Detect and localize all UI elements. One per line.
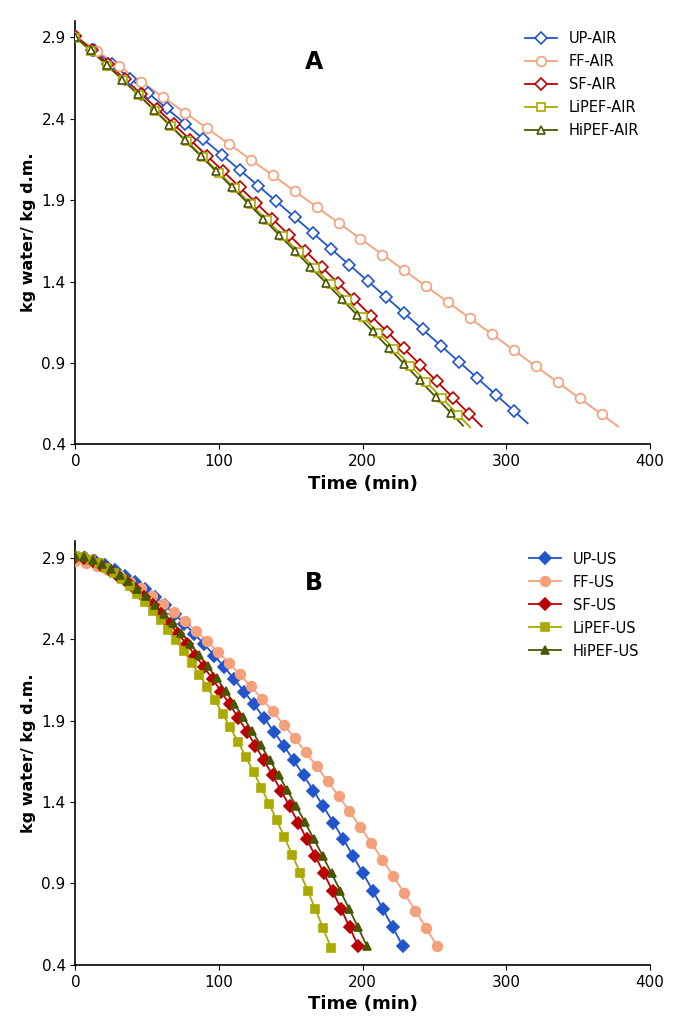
Y-axis label: kg water/ kg d.m.: kg water/ kg d.m. xyxy=(21,153,36,312)
X-axis label: Time (min): Time (min) xyxy=(308,475,417,492)
Legend: UP-US, FF-US, SF-US, LiPEF-US, HiPEF-US: UP-US, FF-US, SF-US, LiPEF-US, HiPEF-US xyxy=(523,546,645,665)
Text: A: A xyxy=(305,51,323,74)
Y-axis label: kg water/ kg d.m.: kg water/ kg d.m. xyxy=(21,673,36,832)
Text: B: B xyxy=(305,571,323,595)
Legend: UP-AIR, FF-AIR, SF-AIR, LiPEF-AIR, HiPEF-AIR: UP-AIR, FF-AIR, SF-AIR, LiPEF-AIR, HiPEF… xyxy=(519,25,645,144)
X-axis label: Time (min): Time (min) xyxy=(308,995,417,1013)
